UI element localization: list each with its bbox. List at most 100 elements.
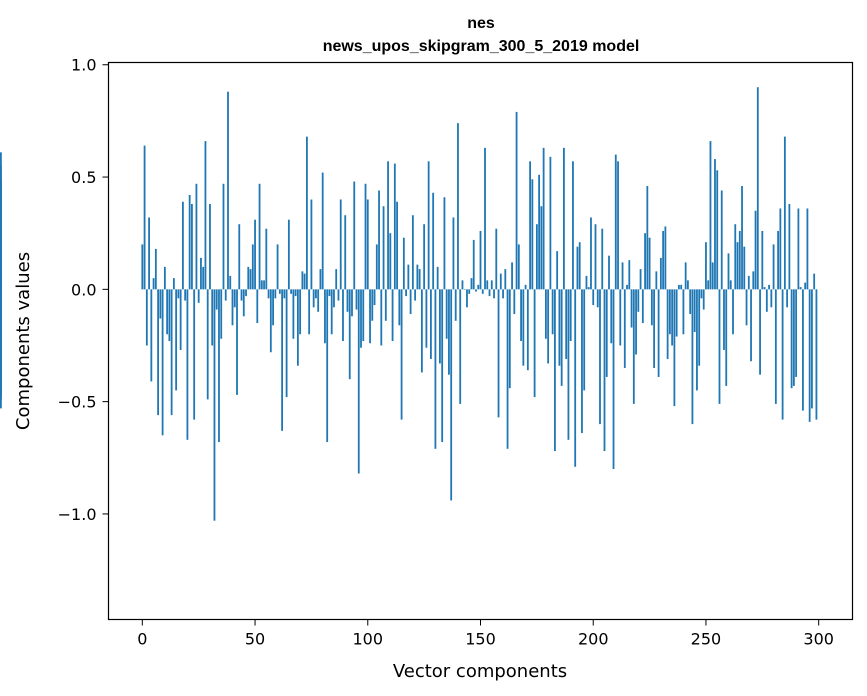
bar	[461, 280, 464, 290]
bar	[263, 280, 265, 290]
bar	[163, 266, 166, 290]
bar	[808, 289, 811, 422]
bar	[558, 289, 561, 366]
bar	[353, 181, 356, 290]
bar	[170, 289, 173, 416]
bar	[567, 289, 570, 440]
bar	[759, 289, 761, 375]
bar	[691, 289, 694, 425]
bar	[493, 289, 495, 299]
bar	[531, 179, 534, 290]
bar	[687, 280, 689, 290]
bar	[544, 289, 547, 339]
bar	[326, 289, 329, 443]
bar	[251, 244, 254, 290]
bar	[608, 255, 610, 290]
bar	[783, 136, 786, 290]
bar	[312, 289, 315, 308]
x-tick-label: 50	[245, 630, 265, 649]
bar	[375, 244, 378, 290]
bar	[671, 289, 674, 346]
bar	[233, 289, 236, 308]
bar	[299, 289, 302, 335]
bar	[495, 228, 498, 290]
bar	[432, 192, 435, 290]
bar	[463, 289, 466, 290]
bar	[209, 203, 211, 290]
bar	[801, 289, 804, 411]
bar	[452, 217, 455, 290]
bar	[193, 289, 196, 420]
x-axis-label: Vector components	[393, 661, 567, 682]
bar	[517, 244, 520, 290]
bars-group	[0, 87, 818, 521]
bar	[427, 161, 430, 290]
bar	[211, 289, 214, 346]
bar	[382, 206, 385, 290]
bar	[333, 289, 335, 308]
bar	[549, 156, 552, 290]
bar	[750, 289, 752, 362]
bar	[777, 230, 780, 290]
bar	[168, 289, 171, 341]
bar	[696, 289, 698, 391]
bar	[407, 264, 410, 290]
bar	[0, 165, 2, 290]
bar	[305, 136, 308, 290]
x-tick-label: 100	[352, 630, 383, 649]
bar	[355, 289, 358, 310]
bar	[414, 289, 417, 301]
bar	[772, 244, 775, 290]
bar	[195, 183, 198, 290]
bar	[700, 289, 703, 299]
bar	[644, 233, 646, 290]
bar	[148, 217, 150, 290]
bar	[256, 289, 259, 324]
bar	[274, 289, 277, 299]
bar	[321, 172, 324, 290]
bar	[242, 289, 245, 317]
bar	[641, 289, 644, 324]
bar	[245, 289, 247, 297]
bar	[197, 289, 200, 303]
bar	[301, 271, 304, 290]
bar	[648, 237, 651, 290]
bar	[747, 275, 750, 290]
bar	[741, 186, 743, 290]
bar	[488, 289, 491, 297]
x-tick-label: 200	[578, 630, 609, 649]
y-axis: −1.0 −0.5 0.0 0.5 1.0	[58, 56, 109, 524]
bar	[790, 289, 793, 389]
bar	[506, 289, 509, 449]
bar	[718, 289, 721, 404]
bar	[662, 230, 665, 290]
bar	[434, 289, 437, 449]
bar	[574, 289, 577, 467]
bar	[335, 269, 338, 290]
chart-subtitle: news_upos_skipgram_300_5_2019 model	[323, 38, 640, 55]
bar	[391, 289, 394, 341]
bar	[756, 87, 759, 290]
bar	[260, 280, 263, 290]
y-tick-label: 1.0	[71, 56, 96, 75]
bar	[378, 190, 380, 290]
bar	[524, 284, 527, 290]
plot-frame	[107, 61, 854, 621]
bar	[590, 217, 592, 290]
bar	[490, 280, 493, 290]
bar	[646, 186, 649, 290]
bar	[788, 203, 791, 290]
bar	[175, 289, 178, 391]
bar	[481, 289, 484, 294]
bar	[752, 271, 755, 290]
bar	[626, 284, 628, 290]
bar	[657, 289, 660, 377]
bar	[254, 219, 256, 290]
bar	[774, 289, 777, 404]
bar	[269, 289, 272, 353]
bar	[601, 228, 604, 290]
bar	[188, 195, 191, 290]
bar	[247, 266, 250, 290]
bar	[276, 244, 279, 290]
x-tick-label: 250	[691, 630, 722, 649]
